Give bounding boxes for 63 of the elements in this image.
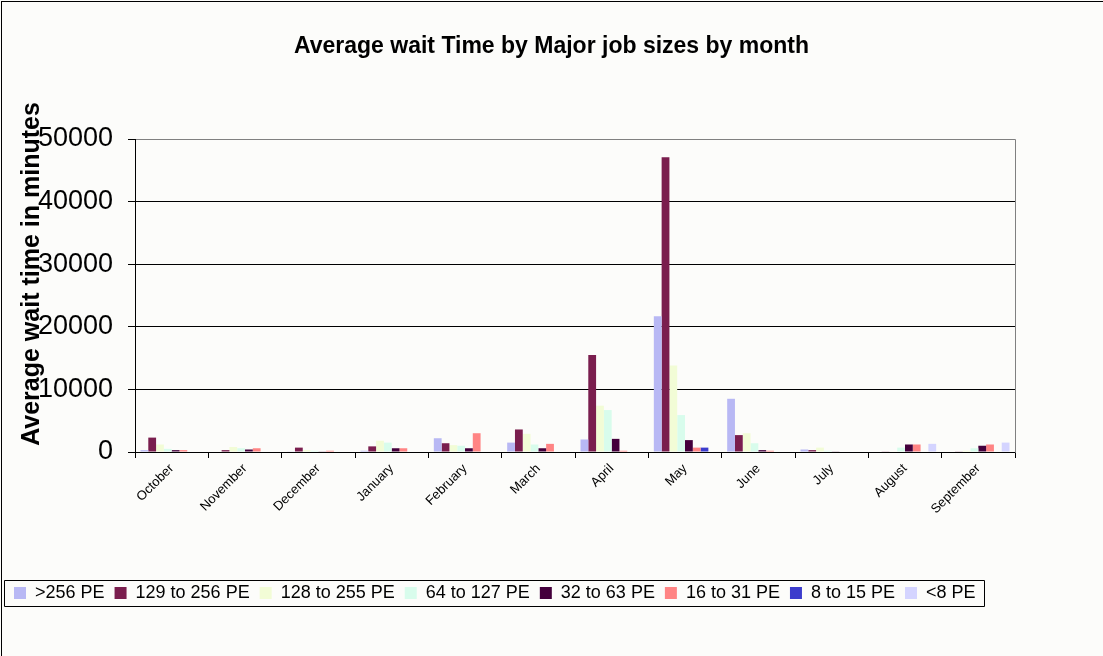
bar	[245, 449, 253, 452]
bar	[148, 437, 157, 452]
bar	[700, 447, 709, 452]
bar	[391, 448, 400, 452]
bar	[237, 448, 245, 452]
bar	[603, 410, 612, 452]
bar	[734, 435, 743, 452]
bar	[661, 157, 670, 452]
x-tick-label: July	[809, 460, 837, 488]
bar	[653, 316, 662, 452]
bar	[692, 447, 701, 452]
bar	[538, 448, 547, 452]
legend-label: 128 to 255 PE	[280, 581, 395, 602]
bar	[986, 444, 994, 452]
bar	[457, 445, 465, 452]
legend-label: >256 PE	[35, 581, 105, 602]
bar	[507, 442, 515, 452]
bar	[800, 449, 809, 452]
y-tick-label: 0	[97, 435, 113, 466]
bar	[376, 440, 384, 452]
bar	[588, 354, 597, 452]
legend-label: 129 to 256 PE	[135, 581, 250, 602]
bar	[669, 365, 678, 452]
chart-title: Average wait Time by Major job sizes by month	[292, 31, 811, 59]
bar	[750, 443, 759, 452]
bar	[368, 446, 377, 452]
bar	[978, 445, 987, 452]
bar	[252, 448, 261, 452]
bar	[742, 433, 751, 452]
bar	[229, 446, 238, 452]
bar	[514, 429, 523, 452]
bar	[1001, 442, 1010, 452]
legend-label: 64 to 127 PE	[425, 581, 530, 602]
bar	[580, 439, 589, 452]
bar	[546, 443, 554, 452]
bar	[912, 444, 921, 452]
bar	[441, 443, 450, 452]
bar	[596, 405, 604, 452]
bar	[677, 415, 685, 452]
bar	[383, 442, 392, 452]
legend-label: <8 PE	[926, 581, 976, 602]
bar	[530, 444, 539, 452]
bar	[156, 444, 164, 452]
bar	[294, 447, 303, 452]
legend-label: 32 to 63 PE	[560, 581, 655, 602]
bar	[472, 433, 481, 452]
bar	[399, 448, 408, 452]
bar	[905, 444, 913, 452]
bar	[163, 448, 172, 452]
bar	[727, 398, 735, 452]
bar	[685, 440, 693, 452]
legend-label: 16 to 31 PE	[685, 581, 780, 602]
bar	[816, 447, 824, 452]
bar	[928, 443, 937, 452]
bar	[522, 433, 531, 452]
bar	[433, 438, 442, 452]
bar	[465, 448, 473, 452]
bar	[611, 438, 620, 452]
bar	[970, 448, 979, 452]
bar	[449, 445, 458, 452]
x-tick-label: May	[661, 460, 690, 489]
legend-label: 8 to 15 PE	[810, 581, 896, 602]
bar	[897, 447, 905, 452]
